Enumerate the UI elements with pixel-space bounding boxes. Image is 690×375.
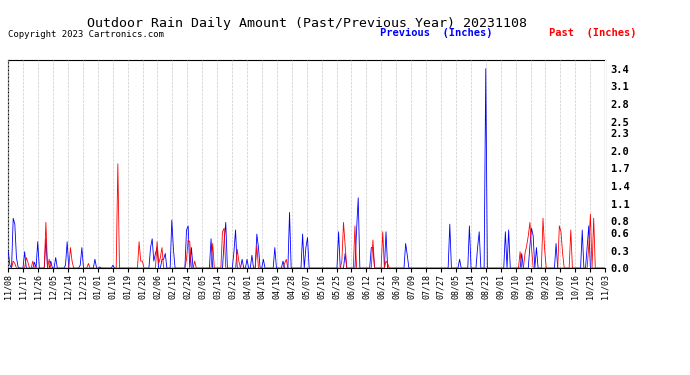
Text: Past  (Inches): Past (Inches) [549,28,636,38]
Text: Previous  (Inches): Previous (Inches) [380,28,492,38]
Text: Outdoor Rain Daily Amount (Past/Previous Year) 20231108: Outdoor Rain Daily Amount (Past/Previous… [87,17,527,30]
Text: Copyright 2023 Cartronics.com: Copyright 2023 Cartronics.com [8,30,164,39]
